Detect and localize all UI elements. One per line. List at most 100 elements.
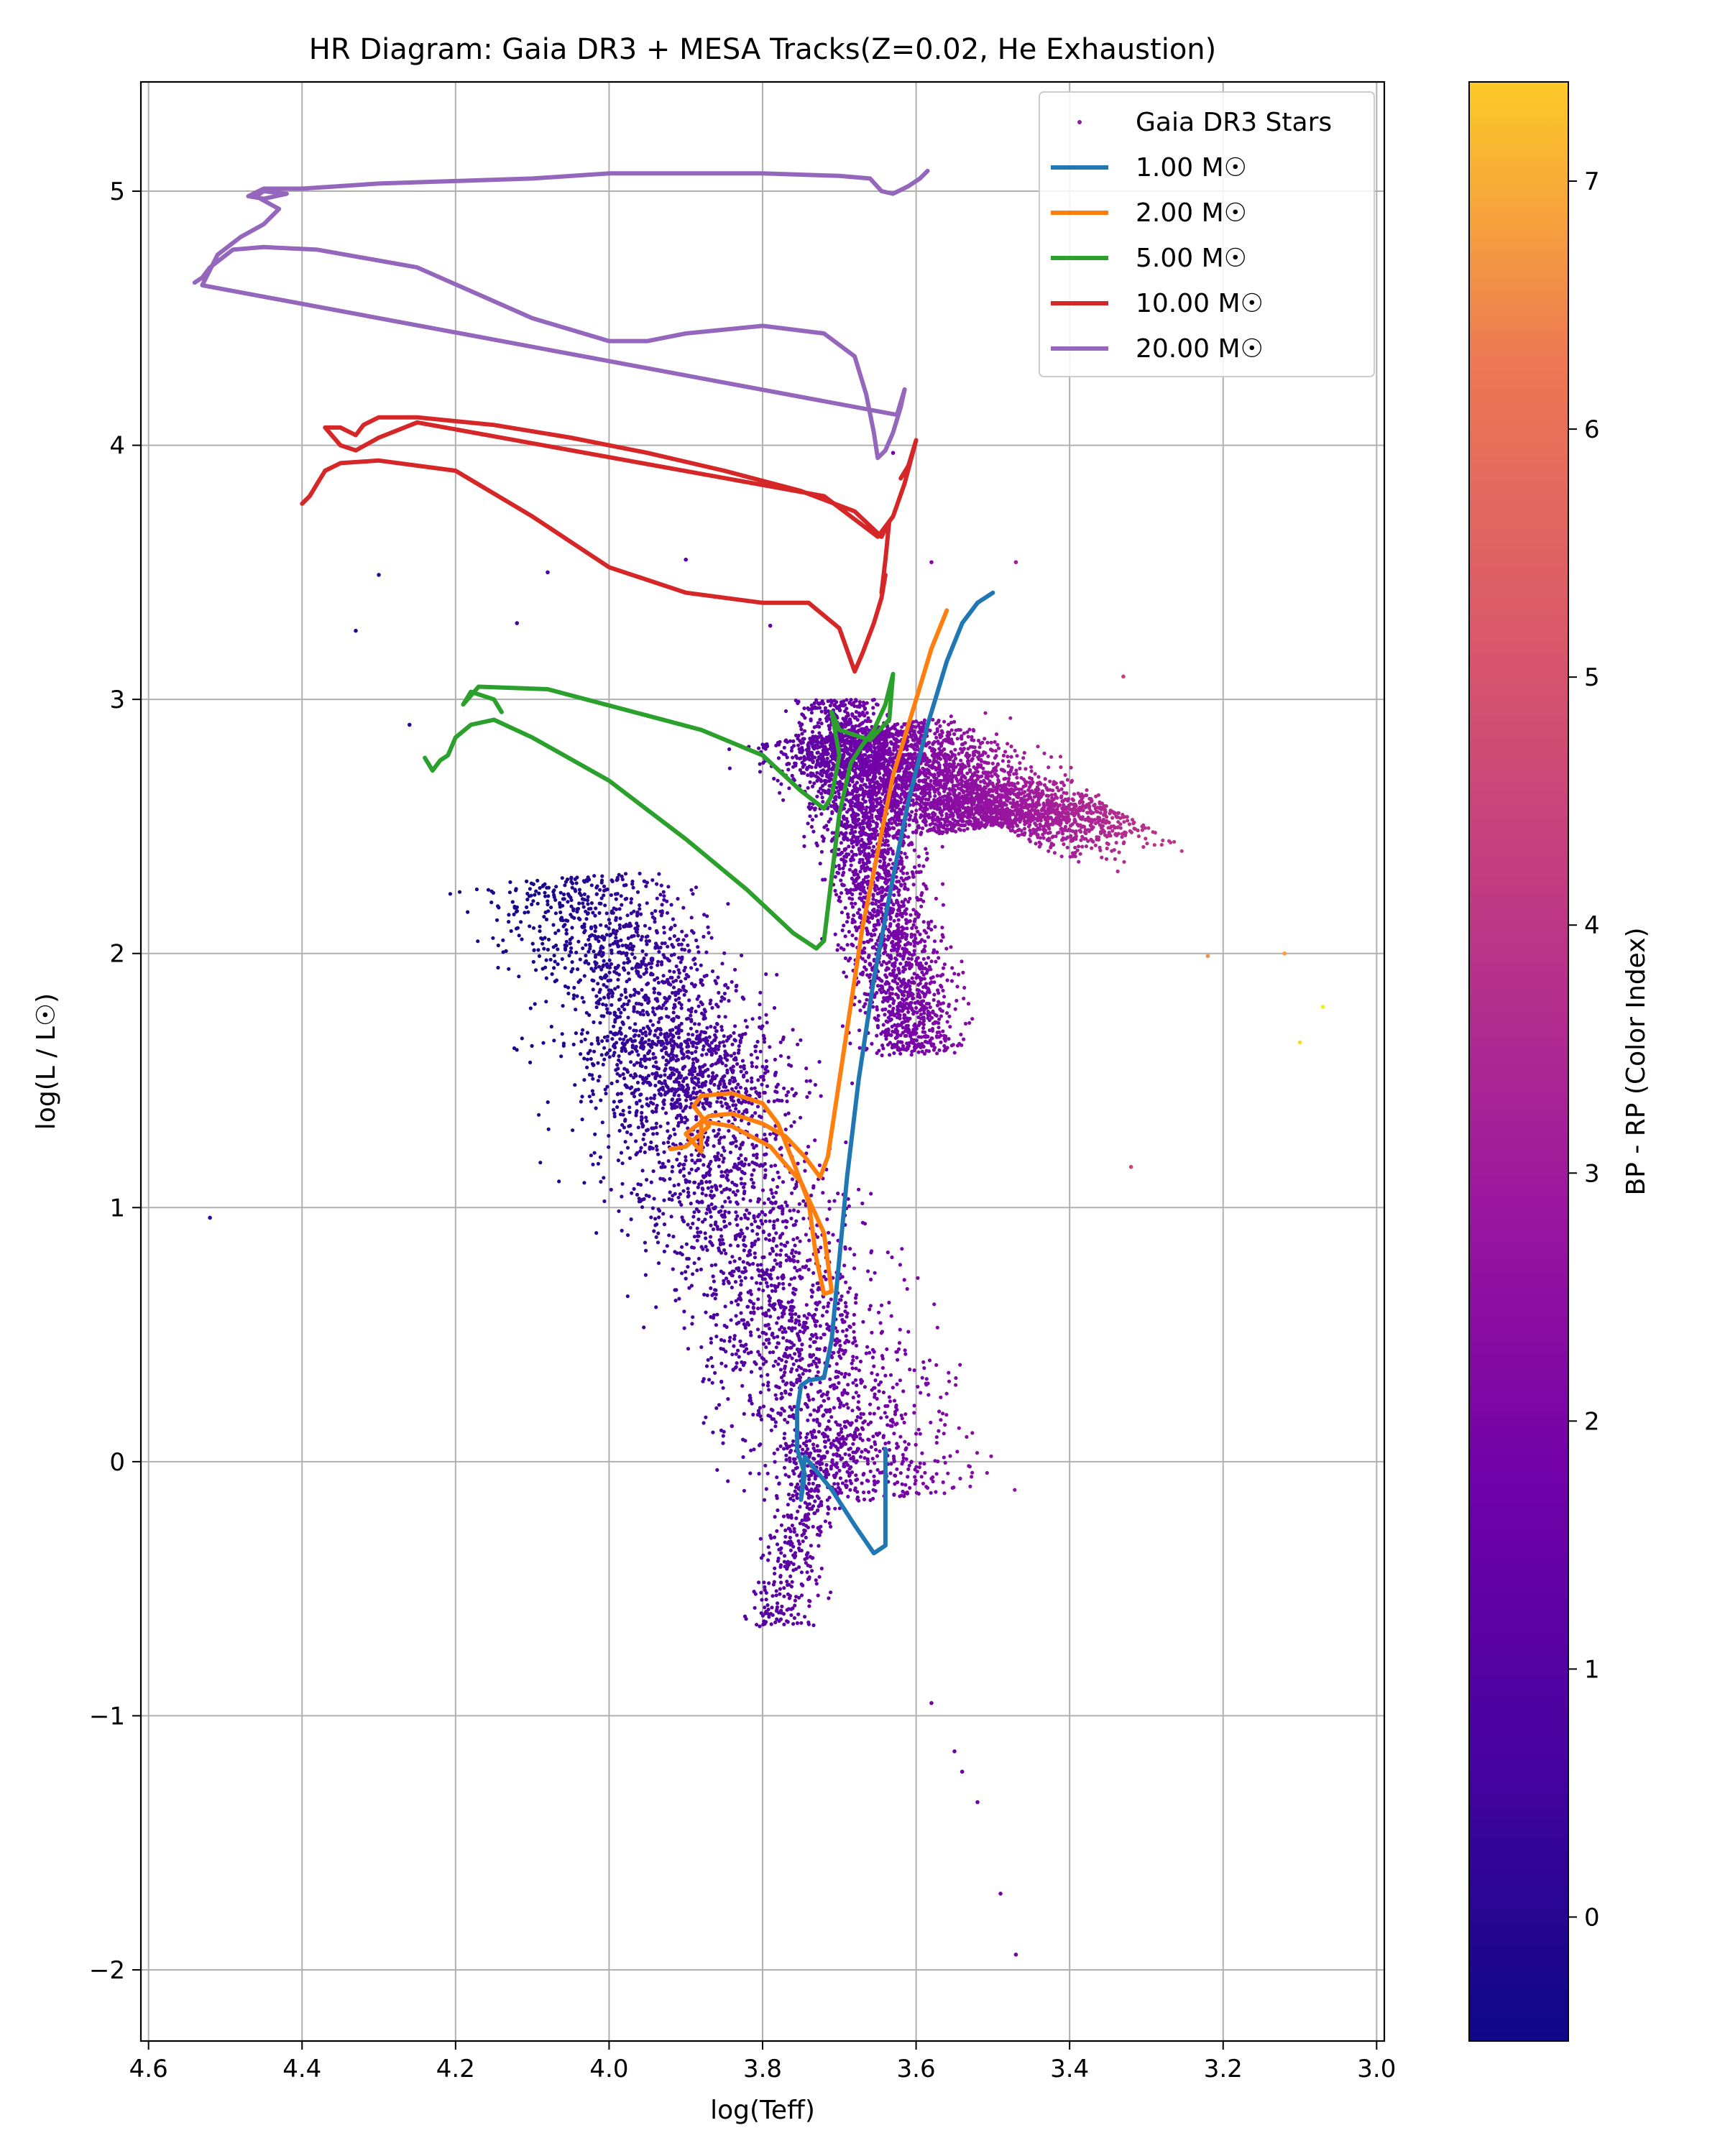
- gaia-star-point: [681, 1189, 686, 1193]
- gaia-star-point: [687, 1171, 691, 1175]
- gaia-star-point: [947, 1370, 951, 1375]
- gaia-star-point: [892, 968, 896, 972]
- gaia-star-point: [825, 827, 830, 831]
- gaia-star-point: [865, 1462, 870, 1466]
- gaia-star-point: [678, 1105, 683, 1110]
- gaia-star-point: [786, 1111, 791, 1115]
- gaia-star-point: [781, 1281, 786, 1286]
- gaia-star-point: [651, 1006, 656, 1010]
- gaia-star-point: [825, 1425, 829, 1429]
- gaia-star-point: [757, 1335, 762, 1339]
- gaia-star-point: [644, 935, 648, 939]
- gaia-star-point: [702, 934, 706, 939]
- gaia-star-point: [727, 1081, 732, 1085]
- gaia-star-point: [742, 1349, 747, 1354]
- gaia-star-point: [593, 913, 597, 918]
- gaia-star-point: [750, 1184, 755, 1189]
- gaia-star-point: [704, 1211, 709, 1215]
- gaia-star-point: [704, 1245, 708, 1249]
- gaia-star-point: [646, 1103, 650, 1107]
- gaia-star-point: [745, 1226, 750, 1230]
- gaia-star-point: [564, 939, 569, 944]
- gaia-star-point: [870, 1041, 874, 1046]
- gaia-star-point: [623, 1140, 627, 1144]
- gaia-star-point: [625, 960, 630, 965]
- gaia-star-point: [742, 1360, 747, 1365]
- gaia-star-point: [906, 957, 911, 961]
- gaia-star-point: [580, 897, 585, 901]
- gaia-star-point: [838, 1488, 842, 1492]
- gaia-star-point: [903, 1439, 907, 1444]
- gaia-star-point: [768, 1238, 772, 1243]
- gaia-star-point: [656, 980, 661, 985]
- gaia-star-point: [647, 962, 651, 966]
- gaia-star-point: [617, 950, 621, 954]
- gaia-star-point: [526, 910, 530, 914]
- gaia-star-point: [719, 1234, 724, 1238]
- gaia-star-point: [919, 1391, 923, 1395]
- gaia-star-point: [639, 938, 643, 942]
- gaia-star-point: [618, 1026, 622, 1031]
- gaia-star-point: [836, 1396, 840, 1401]
- gaia-star-point: [600, 1039, 604, 1044]
- gaia-star-point: [934, 1441, 939, 1445]
- gaia-star-point: [733, 1118, 737, 1122]
- gaia-star-point: [858, 1436, 862, 1441]
- gaia-star-point: [797, 1474, 801, 1478]
- gaia-star-point: [715, 1022, 719, 1026]
- gaia-star-point: [584, 917, 589, 921]
- gaia-star-point: [650, 1146, 655, 1151]
- gaia-star-point: [695, 967, 699, 972]
- gaia-star-point: [666, 1140, 671, 1145]
- gaia-star-point: [721, 1347, 726, 1351]
- gaia-star-point: [629, 900, 633, 905]
- gaia-star-point: [850, 1361, 854, 1365]
- gaia-star-point: [781, 1286, 786, 1291]
- gaia-star-point: [853, 829, 857, 834]
- gaia-star-point: [602, 975, 607, 979]
- gaia-star-point: [785, 1339, 789, 1343]
- gaia-star-point: [616, 977, 620, 982]
- gaia-star-point: [625, 913, 630, 918]
- gaia-star-point: [883, 1373, 888, 1378]
- gaia-star-point: [615, 875, 620, 880]
- gaia-star-point: [628, 993, 632, 998]
- gaia-star-point: [939, 1395, 943, 1399]
- gaia-star-point: [678, 980, 683, 984]
- gaia-star-point: [814, 1335, 819, 1340]
- gaia-star-point: [854, 1478, 858, 1483]
- gaia-star-point: [795, 1368, 799, 1372]
- gaia-star-point: [515, 1048, 519, 1052]
- gaia-star-point: [709, 1041, 714, 1045]
- gaia-star-point: [817, 1423, 822, 1427]
- gaia-star-point: [733, 967, 737, 972]
- gaia-star-point: [666, 1089, 671, 1093]
- gaia-star-point: [866, 1479, 870, 1483]
- gaia-star-point: [843, 1245, 847, 1249]
- gaia-star-point: [790, 1382, 794, 1386]
- gaia-star-point: [975, 1451, 980, 1455]
- gaia-star-point: [640, 1036, 645, 1041]
- gaia-star-point: [809, 1382, 814, 1386]
- gaia-star-point: [878, 1380, 883, 1384]
- gaia-star-point: [661, 974, 666, 978]
- gaia-star-point: [599, 901, 603, 906]
- gaia-star-point: [676, 1015, 681, 1020]
- gaia-star-point: [635, 1080, 640, 1084]
- gaia-star-point: [694, 1029, 699, 1033]
- gaia-star-point: [686, 1222, 690, 1227]
- gaia-star-point: [855, 929, 859, 933]
- gaia-star-point: [818, 1324, 822, 1328]
- gaia-star-point: [895, 1382, 899, 1386]
- gaia-star-point: [912, 1411, 916, 1415]
- gaia-star-point: [838, 1298, 842, 1302]
- gaia-star-point: [642, 972, 646, 976]
- gaia-star-point: [663, 1032, 667, 1036]
- gaia-star-point: [704, 1310, 708, 1314]
- gaia-star-point: [602, 1014, 606, 1018]
- gaia-star-point: [878, 1449, 882, 1453]
- gaia-star-point: [620, 903, 624, 907]
- gaia-star-point: [840, 1391, 845, 1395]
- gaia-star-point: [620, 1228, 624, 1233]
- gaia-star-point: [654, 1125, 658, 1130]
